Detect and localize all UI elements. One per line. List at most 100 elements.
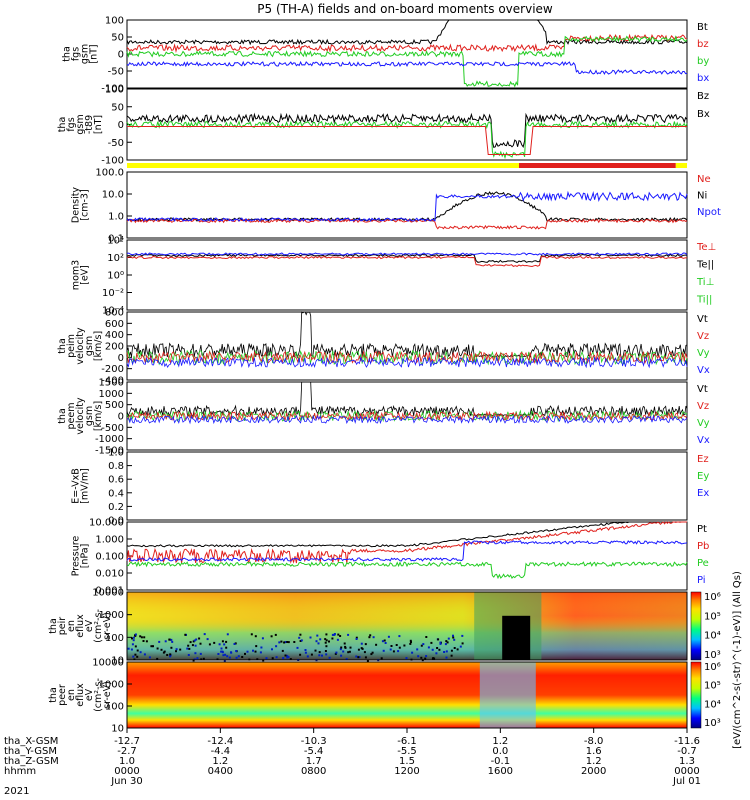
ion-spectrogram-pixel [270,635,273,638]
ion-spectrogram-pixel [452,636,455,639]
y-tick-label: 100 [105,702,124,713]
legend-entry: Te⊥ [696,242,716,253]
y-axis-label: mom3 [71,260,82,290]
y-tick-label: 200 [105,342,124,353]
ion-spectrogram-pixel [392,650,395,653]
ion-spectrogram-pixel [274,633,277,636]
y-axis-label: peim [66,334,77,358]
legend-entry: Npot [697,207,721,218]
y-axis-label: sr-eV) [102,612,113,640]
ion-spectrogram-pixel [360,642,363,645]
ion-spectrogram-pixel [170,638,173,641]
x-axis-value: -12.7 [114,736,140,747]
x-axis-value: -5.4 [304,746,324,757]
ion-spectrogram-pixel [298,636,301,639]
ion-spectrogram-pixel [259,651,262,654]
ion-spectrogram-pixel [136,649,139,652]
ion-spectrogram-pixel [193,639,196,642]
y-tick-label: 10.0 [102,190,124,201]
ion-spectrogram-pixel [357,648,360,651]
ion-spectrogram-pixel [370,653,373,656]
ion-spectrogram-pixel [445,650,448,653]
ion-spectrogram-pixel [237,655,240,658]
y-tick-label: 1.000 [95,535,124,546]
ion-spectrogram-pixel [331,633,334,636]
ion-spectrogram-pixel [254,635,257,638]
y-tick-label: 0 [118,353,124,364]
ion-spectrogram-pixel [334,652,337,655]
ion-spectrogram-pixel [432,657,435,660]
ion-spectrogram-pixel [250,633,253,636]
ion-spectrogram-pixel [252,649,254,652]
y-axis-label: en [66,689,77,701]
ion-spectrogram-pixel [324,638,327,641]
panel-frame [126,19,688,89]
ion-spectrogram-pixel [278,641,281,644]
ion-spectrogram-pixel [325,639,328,642]
panel-frame [126,381,688,451]
ion-spectrogram-pixel [194,644,197,647]
ion-spectrogram-pixel [241,656,244,658]
x-axis-value: 1.2 [586,756,602,767]
x-axis-value: 1.6 [586,746,602,757]
ion-spectrogram-pixel [389,648,392,651]
ion-spectrogram-pixel [309,636,312,639]
legend-entry: Ez [697,454,709,465]
ion-spectrogram-pixel [345,658,348,661]
x-axis-end-date: Jul 01 [672,776,701,787]
y-tick-label: 10⁴ [107,236,124,247]
legend-entry: Ex [697,488,709,499]
legend-entry: Vz [697,331,709,342]
legend-entry: bz [697,39,709,50]
ion-spectrogram-pixel [131,637,133,640]
colorbar-tick: 10⁶ [704,592,721,603]
legend-entry: by [697,56,709,67]
panel-frame [126,239,688,311]
ion-spectrogram-pixel [226,655,229,658]
ion-spectrogram-pixel [235,656,238,659]
ion-spectrogram-pixel [166,654,169,656]
y-tick-label: -50 [108,67,124,78]
y-tick-label: 1500 [99,378,124,389]
ion-spectrogram-pixel [304,651,307,654]
y-axis-label: peir [57,617,68,636]
panel-peir_flux: 10000 1000 100 10 thapeirenefluxeV(cm²-s-sr-… [48,588,688,667]
ion-spectrogram-pixel [355,638,358,640]
y-tick-label: -1000 [95,434,124,445]
ion-spectrogram-pixel [170,646,173,649]
legend-entry: Bt [697,22,708,33]
ion-spectrogram-pixel [127,647,130,650]
ion-spectrogram-pixel [193,658,196,661]
x-axis-row-label: tha_X-GSM [4,736,58,747]
ion-spectrogram-pixel [456,648,459,651]
ion-spectrogram-pixel [220,647,223,650]
ion-spectrogram-pixel [148,656,151,659]
ion-spectrogram-pixel [188,647,191,650]
ion-spectrogram-pixel [225,646,228,649]
ion-spectrogram-pixel [427,646,430,649]
ion-spectrogram-pixel [328,656,331,659]
ion-spectrogram-pixel [213,641,216,644]
y-axis-label: peem [66,403,77,430]
ion-spectrogram-pixel [342,650,345,653]
ion-spectrogram-pixel [244,652,246,655]
ion-spectrogram-pixel [368,636,371,639]
ion-spectrogram-pixel [390,645,393,647]
ion-spectrogram-pixel [134,645,137,648]
legend-entry: Vx [697,365,710,376]
y-axis-label: velocity [75,327,86,365]
y-tick-label: 500 [105,400,124,411]
y-tick-label: 1000 [99,389,124,400]
ion-spectrogram-pixel [223,643,226,646]
ion-spectrogram-pixel [337,633,340,636]
ion-spectrogram-pixel [324,650,327,652]
y-tick-label: 0.6 [108,475,124,486]
y-tick-label: 600 [105,319,124,330]
y-tick-label: -50 [108,138,124,149]
panel-pressure: 10.000 1.000 0.100 0.010 0.001 Pressure[nPa] P… [71,518,710,597]
y-axis-label: [nT] [89,44,100,63]
ion-spectrogram-pixel [143,636,146,639]
